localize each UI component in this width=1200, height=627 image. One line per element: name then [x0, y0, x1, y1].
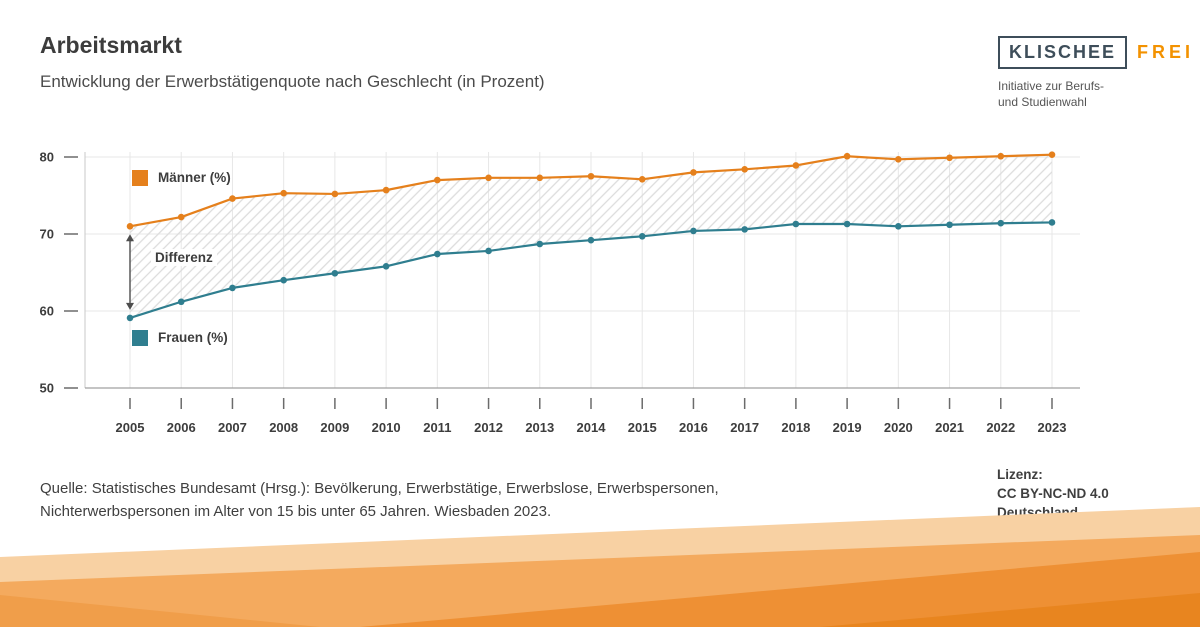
logo-wordmark: KLISCHEE FREI [998, 36, 1198, 69]
page-title: Arbeitsmarkt [40, 32, 182, 58]
logo-brand-primary: KLISCHEE [998, 36, 1128, 69]
legend-swatch-maenner [132, 169, 148, 186]
svg-text:2022: 2022 [986, 420, 1015, 435]
source-note: Quelle: Statistisches Bundesamt (Hrsg.):… [40, 477, 719, 524]
svg-text:2021: 2021 [935, 420, 964, 435]
chart-area: 80 70 60 50 2005 2006 2007 2008 2009 2010 2011 2012… [0, 130, 1200, 460]
svg-text:70: 70 [40, 227, 54, 242]
svg-text:2006: 2006 [167, 420, 196, 435]
svg-text:2005: 2005 [116, 420, 145, 435]
svg-text:2023: 2023 [1038, 420, 1067, 435]
svg-text:50: 50 [40, 381, 54, 396]
svg-text:2018: 2018 [781, 420, 810, 435]
logo-tagline: Initiative zur Berufs- und Studienwahl [998, 78, 1198, 110]
svg-text:60: 60 [40, 304, 54, 319]
decorative-waves [0, 507, 1200, 627]
employment-rate-line-chart: 80 70 60 50 2005 2006 2007 2008 2009 2010 2011 2012… [40, 150, 1080, 435]
svg-text:2008: 2008 [269, 420, 298, 435]
legend-label-maenner: Männer (%) [158, 170, 231, 185]
svg-text:2016: 2016 [679, 420, 708, 435]
svg-text:2014: 2014 [577, 420, 607, 435]
svg-text:2017: 2017 [730, 420, 759, 435]
license-label: Lizenz: [997, 467, 1043, 482]
svg-text:2015: 2015 [628, 420, 657, 435]
source-line1: Quelle: Statistisches Bundesamt (Hrsg.):… [40, 480, 719, 497]
logo-tagline-line1: Initiative zur Berufs- [998, 79, 1105, 93]
svg-text:2007: 2007 [218, 420, 247, 435]
klischee-frei-logo: KLISCHEE FREI Initiative zur Berufs- und… [998, 36, 1198, 110]
legend-maenner: Männer (%) [132, 169, 231, 186]
license-line1: CC BY-NC-ND 4.0 [997, 485, 1109, 501]
logo-brand-secondary: FREI [1137, 42, 1195, 62]
svg-text:2010: 2010 [372, 420, 401, 435]
difference-annotation: Differenz [151, 249, 217, 266]
svg-text:2012: 2012 [474, 420, 503, 435]
legend-swatch-frauen [132, 329, 148, 346]
svg-text:2009: 2009 [320, 420, 349, 435]
svg-text:80: 80 [40, 150, 54, 165]
legend-frauen: Frauen (%) [132, 329, 228, 346]
source-line2: Nichterwerbspersonen im Alter von 15 bis… [40, 503, 552, 521]
page-subtitle: Entwicklung der Erwerbstätigenquote nach… [40, 72, 545, 91]
logo-tagline-line2: und Studienwahl [998, 95, 1087, 110]
svg-text:2019: 2019 [833, 420, 862, 435]
svg-text:2020: 2020 [884, 420, 913, 435]
svg-text:2013: 2013 [525, 420, 554, 435]
svg-text:2011: 2011 [423, 420, 451, 435]
legend-label-frauen: Frauen (%) [158, 330, 228, 345]
